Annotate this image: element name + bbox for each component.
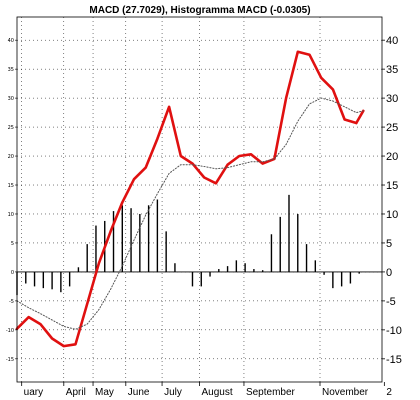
y-tick-label-right: 30	[386, 93, 398, 105]
macd-line	[355, 109, 365, 125]
y-tick-label-right: -5	[386, 296, 396, 308]
lines-layer	[15, 50, 365, 348]
y-tick-label-left: 5	[11, 241, 14, 247]
y-tick-label-right: 5	[386, 238, 392, 250]
y-tick-label-left: 30	[8, 96, 14, 102]
y-axis-right: -15 -10 -5 0 5 10 15 20 25 30 35 40	[382, 35, 402, 366]
y-tick-label-left: -10	[6, 328, 14, 334]
y-tick-label-right: -15	[386, 354, 402, 366]
y-tick-label-right: 25	[386, 122, 398, 134]
y-tick-label-left: 15	[8, 183, 14, 189]
x-axis: uary April May June July August September Novem…	[21, 382, 392, 398]
y-tick-label-right: -10	[386, 325, 402, 337]
chart-title: MACD (27.7029), Histogramma MACD (-0.030…	[89, 5, 310, 16]
y-tick-label-left: 40	[8, 38, 14, 44]
y-tick-label-left: 35	[8, 67, 14, 73]
macd-line	[15, 50, 358, 348]
x-tick-label: May	[95, 387, 114, 398]
x-tick-label: June	[128, 387, 150, 398]
y-tick-label-right: 10	[386, 209, 398, 221]
y-tick-label-right: 40	[386, 35, 398, 47]
x-tick-label: July	[164, 387, 182, 398]
x-tick-label: April	[66, 387, 86, 398]
y-tick-label-left: 20	[8, 154, 14, 160]
y-tick-label-right: 15	[386, 180, 398, 192]
signal-line	[16, 97, 364, 330]
y-tick-label-left: 25	[8, 125, 14, 131]
y-tick-label-left: 10	[8, 212, 14, 218]
y-tick-label-left: 0	[11, 270, 14, 276]
x-tick-label: September	[246, 387, 296, 398]
y-tick-label-left: -15	[6, 357, 14, 363]
y-tick-label-right: 0	[386, 267, 392, 279]
x-tick-label: November	[322, 387, 369, 398]
y-tick-label-right: 35	[386, 64, 398, 76]
x-tick-label: uary	[24, 387, 43, 398]
x-tick-label: 2	[386, 387, 392, 398]
y-tick-label-right: 20	[386, 151, 398, 163]
y-tick-label-left: -5	[9, 299, 14, 305]
x-tick-label: August	[202, 387, 233, 398]
y-axis-left: -15 -10 -5 0 5 10 15 20 25 30 35 40	[6, 38, 17, 363]
